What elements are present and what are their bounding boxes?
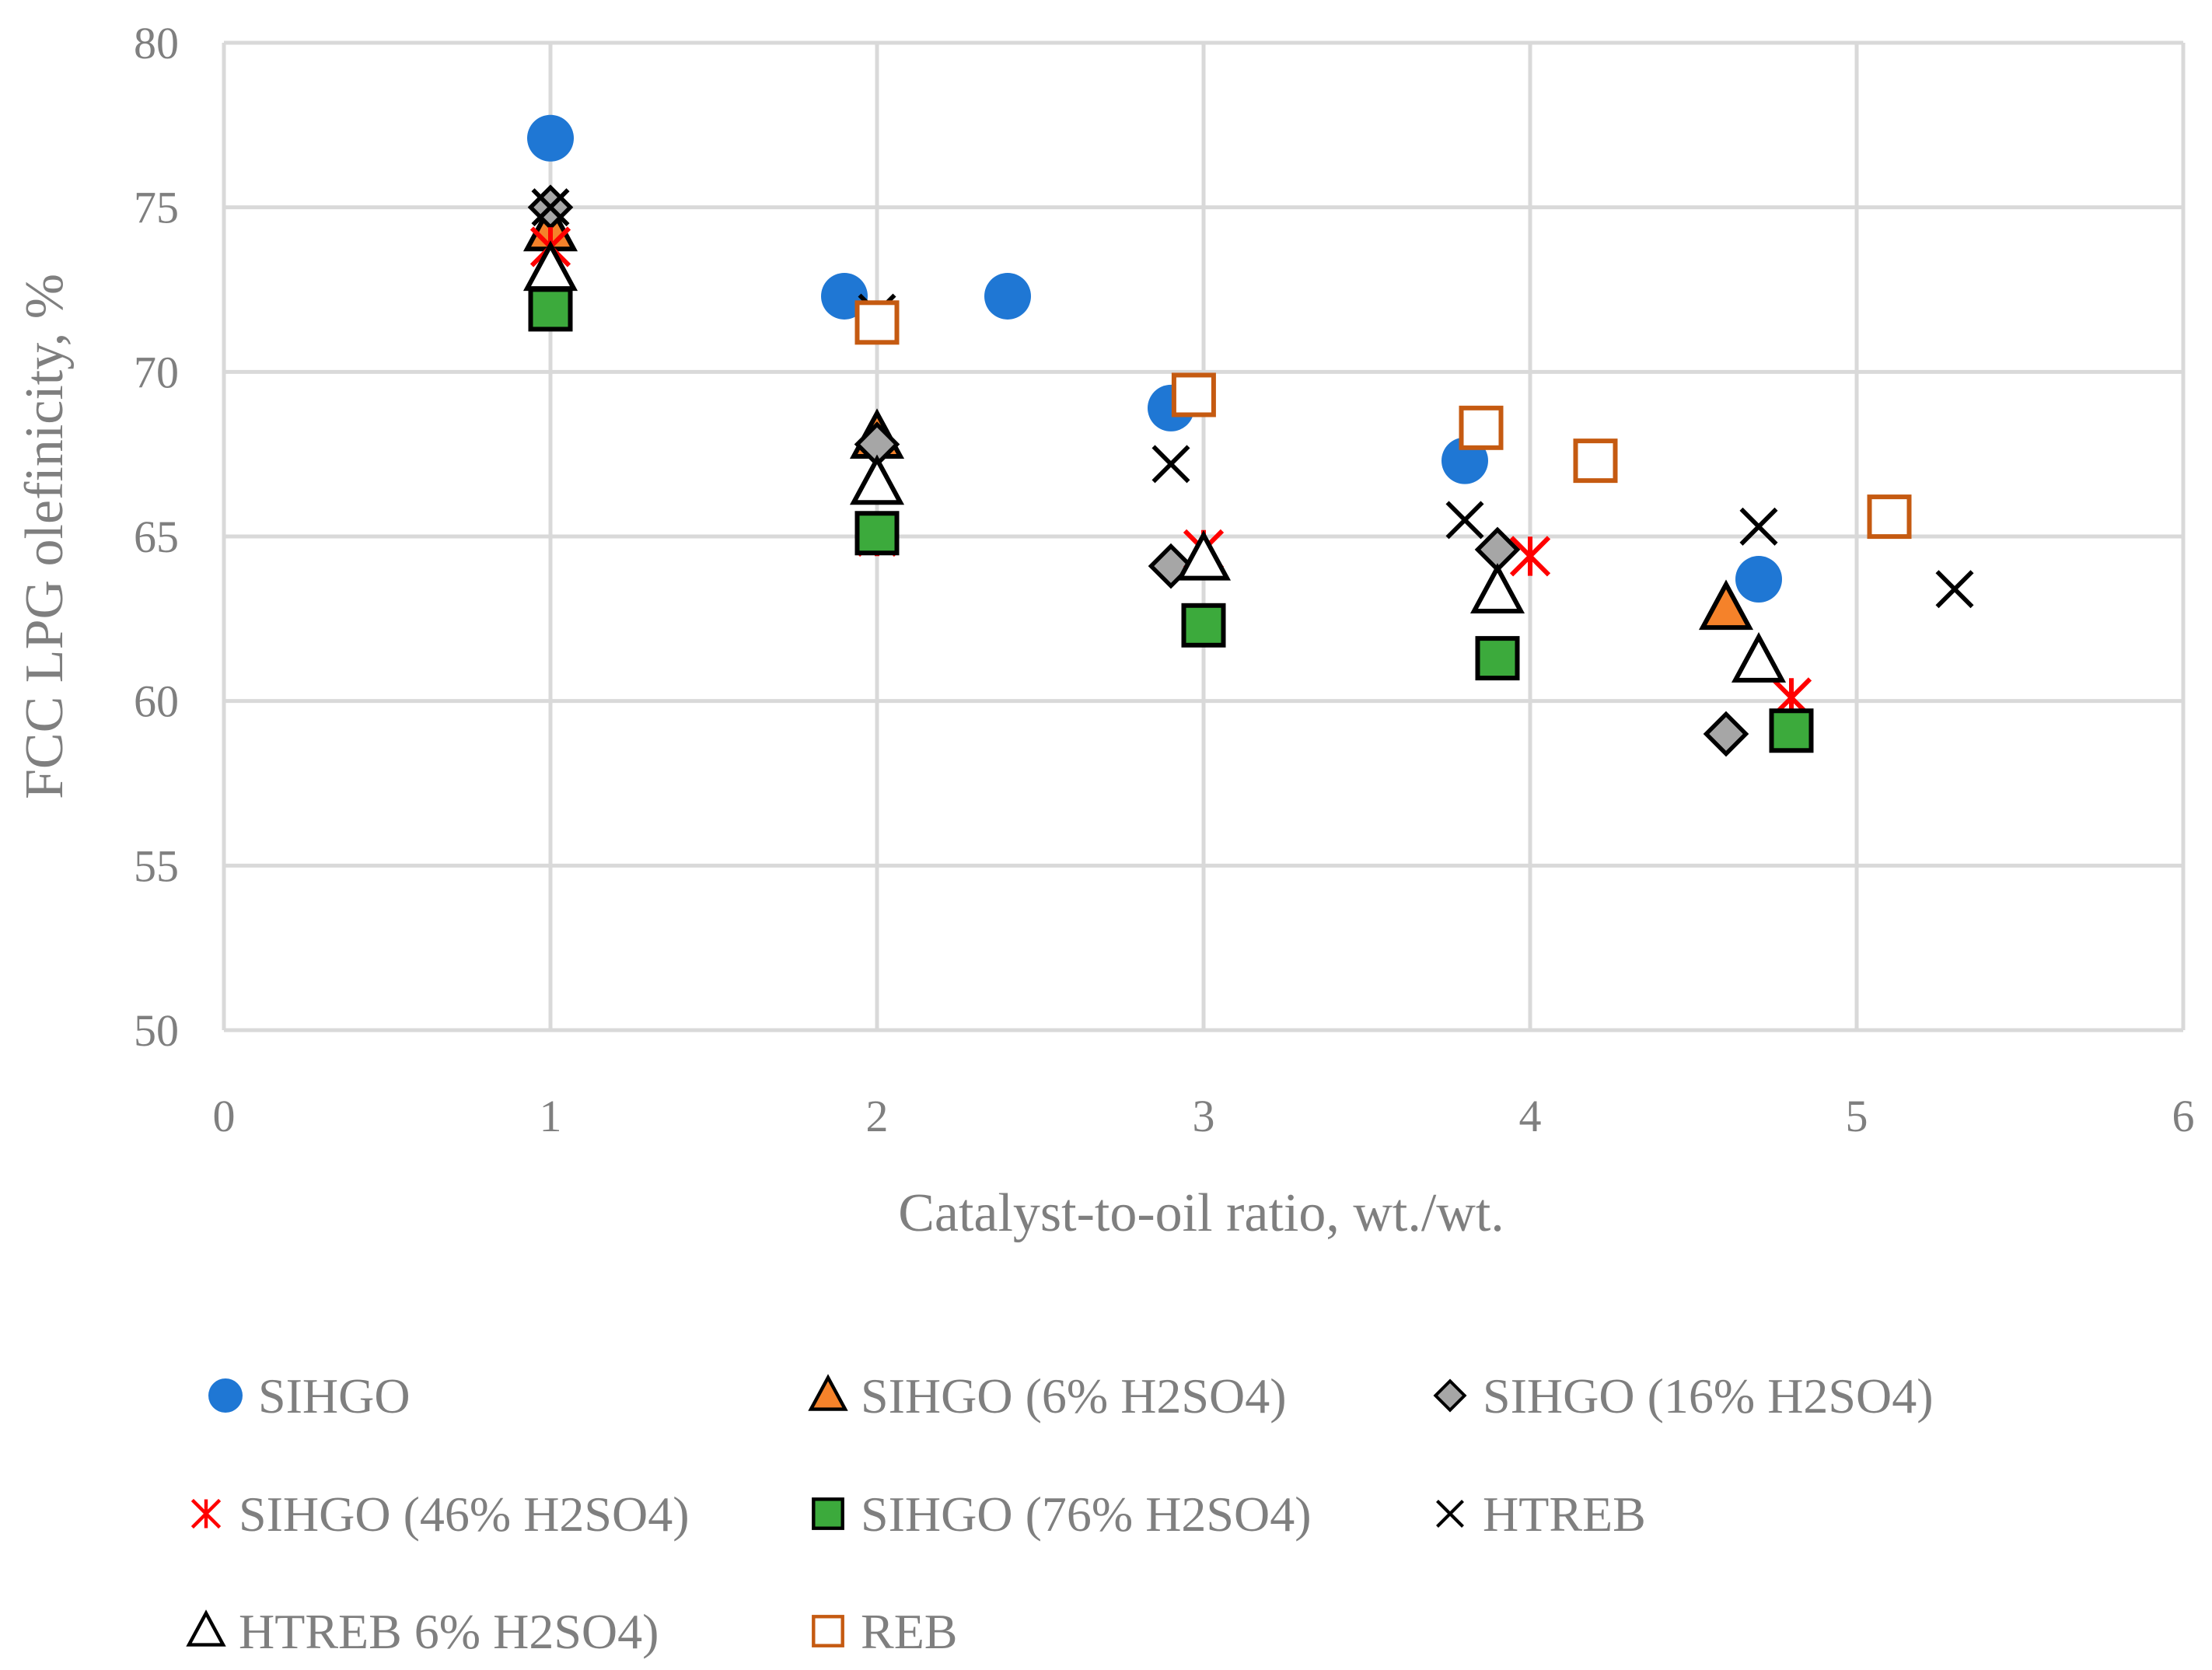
y-tick-label: 65 <box>134 512 179 562</box>
data-point <box>1151 445 1190 484</box>
series-5 <box>531 188 1974 609</box>
data-point <box>1735 556 1782 603</box>
data-point <box>1731 632 1787 683</box>
legend-item: HTREB 6% H2SO4) <box>186 1604 659 1659</box>
data-point <box>1475 636 1520 681</box>
data-point <box>531 188 570 227</box>
y-tick-label: 60 <box>134 676 179 727</box>
y-tick-label: 70 <box>134 347 179 397</box>
legend-label: HTREB <box>1483 1487 1646 1542</box>
x-tick-label: 4 <box>1519 1091 1542 1141</box>
legend-label: SIHGO (6% H2SO4) <box>861 1368 1287 1424</box>
y-tick-label: 75 <box>134 183 179 233</box>
point-layer <box>522 114 1974 757</box>
x-tick-label: 0 <box>213 1091 236 1141</box>
legend-marker <box>812 1615 844 1647</box>
legend-item: REB <box>812 1604 957 1659</box>
x-tick-label: 6 <box>2172 1091 2195 1141</box>
x-tick-label: 2 <box>866 1091 889 1141</box>
y-tick-label: 55 <box>134 840 179 891</box>
series-3 <box>529 226 1812 718</box>
data-point <box>984 272 1031 320</box>
x-tick-label: 1 <box>540 1091 562 1141</box>
data-point <box>1509 536 1551 577</box>
x-tick-label: 3 <box>1193 1091 1215 1141</box>
x-axis-title: Catalyst-to-oil ratio, wt./wt. <box>898 1183 1504 1243</box>
data-point <box>1769 708 1814 753</box>
data-point <box>1573 438 1618 484</box>
series-7 <box>854 300 1912 540</box>
legend-label: SIHGO (46% H2SO4) <box>239 1487 690 1542</box>
data-point <box>1171 372 1216 418</box>
legend-label: HTREB 6% H2SO4) <box>239 1604 659 1659</box>
legend-marker <box>208 1378 243 1413</box>
legend-item: SIHGO (6% H2SO4) <box>808 1368 1287 1424</box>
data-point <box>854 511 900 556</box>
series-4 <box>528 287 1814 753</box>
legend-item: SIHGO (76% H2SO4) <box>812 1487 1312 1542</box>
data-point <box>1469 563 1525 613</box>
legend-item: HTREB <box>1436 1487 1646 1542</box>
data-point <box>1739 507 1778 546</box>
data-point <box>528 287 573 332</box>
data-point <box>1703 711 1749 757</box>
series-0 <box>527 114 1782 603</box>
data-point <box>849 454 905 505</box>
x-tick-label: 5 <box>1846 1091 1868 1141</box>
data-point <box>1935 570 1974 609</box>
data-point <box>1181 603 1226 648</box>
legend-label: SIHGO (76% H2SO4) <box>861 1487 1312 1542</box>
series-6 <box>522 240 1787 683</box>
series-2 <box>527 184 1749 757</box>
y-axis-title: FCC LPG olefinicity, % <box>15 274 75 799</box>
legend-label: SIHGO (16% H2SO4) <box>1483 1368 1934 1424</box>
data-point <box>1459 405 1504 450</box>
data-point <box>522 240 578 292</box>
y-tick-label: 80 <box>134 18 179 68</box>
series-1 <box>522 201 1754 631</box>
y-tick-label: 50 <box>134 1005 179 1056</box>
data-point <box>1867 494 1912 540</box>
data-point <box>854 300 900 345</box>
legend-marker <box>190 1498 222 1529</box>
legend-marker <box>186 1609 226 1647</box>
legend-item: SIHGO (16% H2SO4) <box>1433 1368 1934 1424</box>
legend-item: SIHGO <box>208 1368 411 1424</box>
data-point <box>1698 579 1754 631</box>
legend-label: REB <box>861 1604 957 1659</box>
legend-marker <box>1433 1378 1467 1413</box>
data-point <box>527 114 574 162</box>
legend: SIHGO SIHGO (6% H2SO4) SIHGO (16% H2SO4) SI… <box>186 1368 1934 1659</box>
legend-marker <box>808 1374 848 1411</box>
tick-layer: 50 55 60 65 70 75 80 0 1 2 3 4 5 6 <box>134 18 2195 1141</box>
legend-label: SIHGO <box>258 1368 411 1424</box>
data-point <box>1176 529 1232 581</box>
legend-marker <box>812 1497 844 1530</box>
legend-item: SIHGO (46% H2SO4) <box>190 1487 690 1542</box>
legend-marker <box>1436 1500 1464 1528</box>
data-point <box>1445 501 1484 540</box>
